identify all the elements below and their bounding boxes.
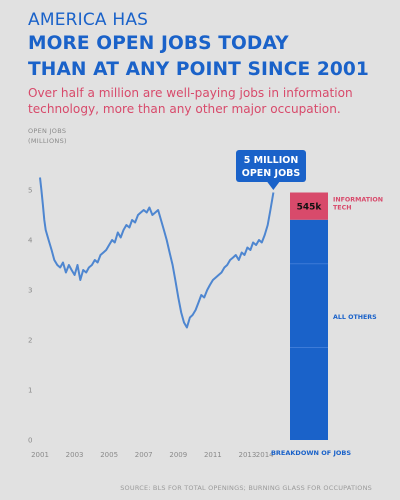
y-axis-label-line-1: OPEN JOBS — [28, 127, 66, 135]
callout-pointer — [267, 182, 280, 190]
all-others-label: ALL OTHERS — [333, 314, 377, 321]
callout-bubble — [236, 150, 306, 182]
y-tick-label: 5 — [28, 187, 32, 195]
x-tick-label: 2007 — [135, 451, 153, 459]
y-tick-label: 4 — [28, 237, 33, 245]
y-tick-label: 2 — [28, 337, 32, 345]
information-tech-label-line-1: INFORMATION — [333, 197, 383, 204]
headline-line-2: THAN AT ANY POINT SINCE 2001 — [28, 59, 369, 80]
x-tick-label: 2009 — [169, 451, 187, 459]
bar-x-label: BREAKDOWN OF JOBS — [271, 449, 351, 457]
source-note: SOURCE: BLS FOR TOTAL OPENINGS; BURNING … — [120, 484, 372, 492]
x-tick-label: 2014 — [256, 451, 274, 459]
y-axis-label-line-2: (MILLIONS) — [28, 137, 67, 145]
bar-segment-all-others — [290, 219, 328, 440]
x-tick-label: 2005 — [100, 451, 118, 459]
x-tick-label: 2011 — [204, 451, 222, 459]
callout-line-1: 5 MILLION — [244, 155, 299, 166]
subtitle: Over half a million are well-paying jobs… — [28, 86, 353, 116]
x-tick-label: 2003 — [66, 451, 84, 459]
kicker: AMERICA HAS — [28, 10, 149, 30]
information-tech-label-line-2: TECH — [333, 205, 352, 212]
x-tick-label: 2001 — [31, 451, 49, 459]
headline-line-1: MORE OPEN JOBS TODAY — [28, 33, 289, 54]
bar-data-label-545k: 545k — [297, 203, 323, 213]
callout-line-2: OPEN JOBS — [242, 168, 301, 179]
header: AMERICA HAS MORE OPEN JOBS TODAY THAN AT… — [28, 10, 388, 117]
y-tick-label: 0 — [28, 437, 32, 445]
y-tick-label: 3 — [28, 287, 32, 295]
x-tick-label: 2013 — [239, 451, 257, 459]
y-tick-label: 1 — [28, 387, 32, 395]
bar-segment-information-tech — [290, 192, 328, 220]
open-jobs-line — [39, 177, 275, 329]
